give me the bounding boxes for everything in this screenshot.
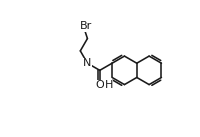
- Text: Br: Br: [80, 21, 93, 31]
- Text: O: O: [95, 80, 104, 90]
- Text: H: H: [104, 80, 113, 90]
- Text: N: N: [83, 58, 92, 68]
